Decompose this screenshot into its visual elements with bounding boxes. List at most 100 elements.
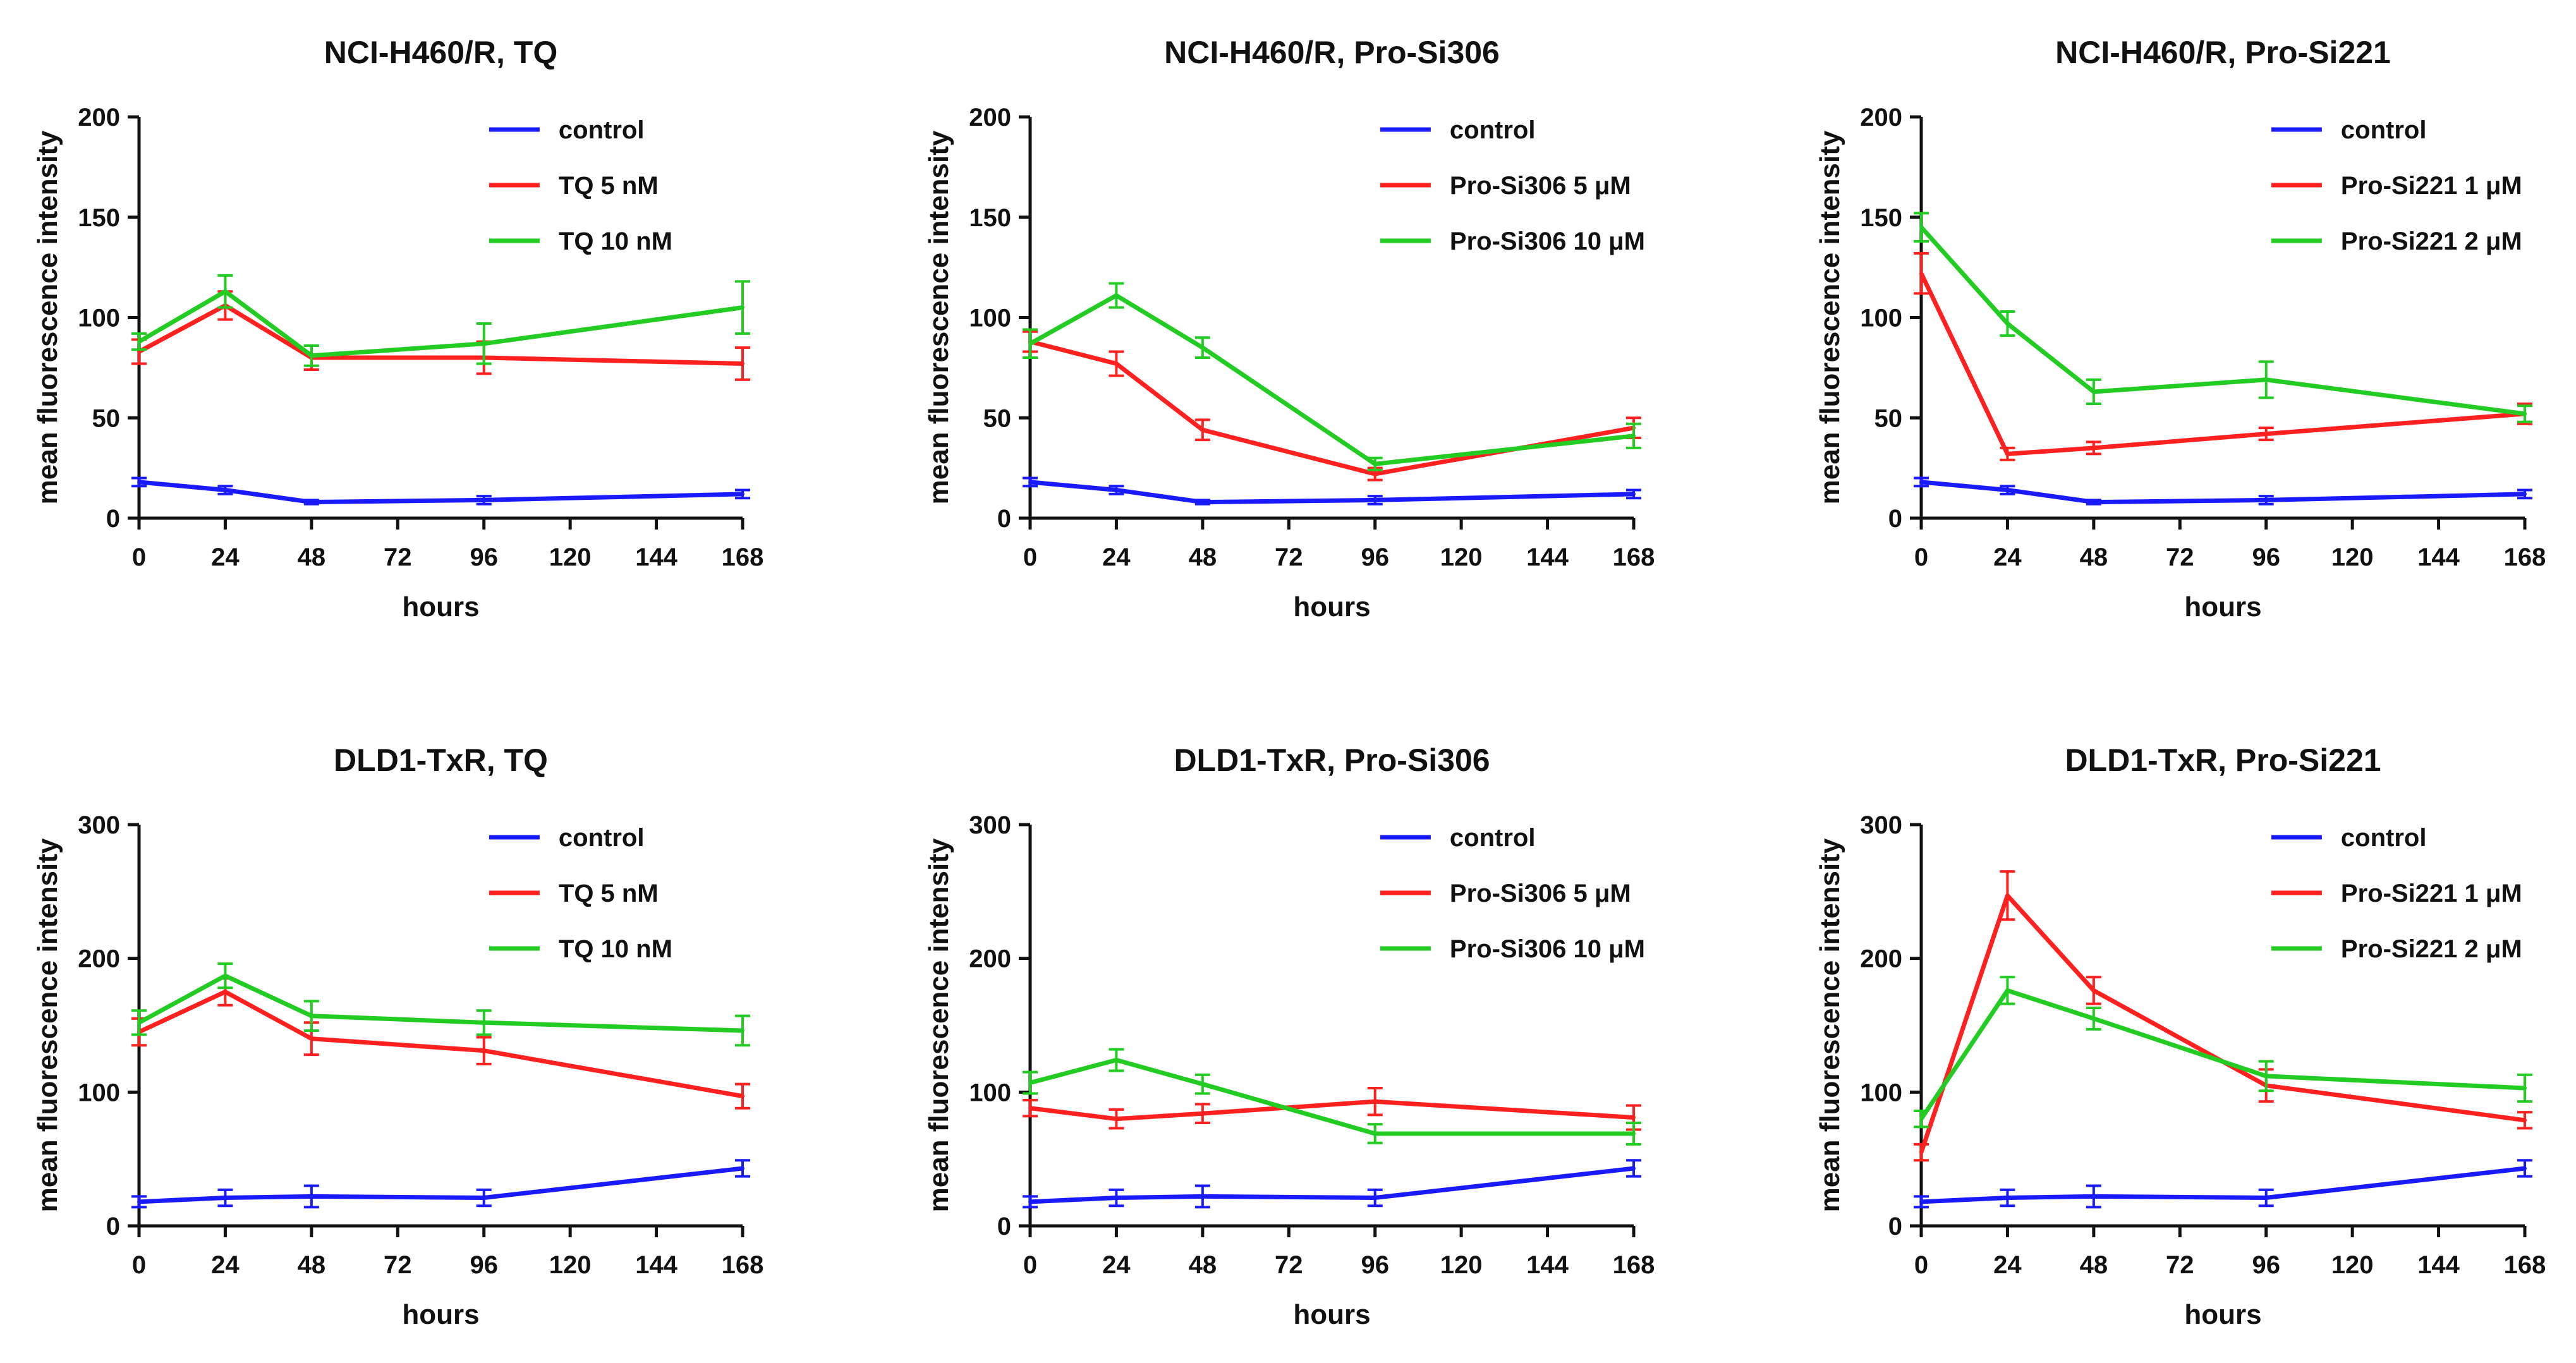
x-tick-label: 48 <box>298 1251 326 1279</box>
chart-panel-6: DLD1-TxR, Pro-Si221 0 100 200 300 0 24 48 72 96 12… <box>1814 742 2546 1330</box>
data-point <box>1028 1199 1032 1204</box>
chart-title: DLD1-TxR, TQ <box>334 742 548 778</box>
data-point <box>482 498 486 502</box>
y-tick-label: 300 <box>78 811 120 839</box>
data-point <box>482 1048 486 1053</box>
x-tick-label: 96 <box>470 543 498 571</box>
series-2 <box>1023 1086 1641 1131</box>
data-point <box>223 289 228 294</box>
data-point <box>137 1021 141 1025</box>
y-tick-label: 100 <box>1860 1079 1902 1106</box>
legend-item: control <box>1380 824 1536 852</box>
data-point <box>482 1196 486 1200</box>
data-point <box>1114 1058 1119 1062</box>
legend-item: TQ 10 nM <box>489 935 672 963</box>
x-tick-label: 144 <box>1526 543 1569 571</box>
data-point <box>2005 488 2010 492</box>
legend-label: control <box>1450 824 1536 852</box>
data-point <box>1028 1106 1032 1110</box>
data-point <box>1632 1166 1636 1170</box>
data-point <box>1919 480 1923 484</box>
data-point <box>2091 389 2096 394</box>
series-line <box>138 990 743 1099</box>
x-tick-label: 0 <box>132 543 146 571</box>
data-point <box>2264 498 2268 502</box>
y-tick-label: 100 <box>1860 305 1902 332</box>
data-point <box>1028 1081 1032 1085</box>
data-point <box>2264 1074 2268 1078</box>
legend-item: TQ 10 nM <box>489 227 672 255</box>
data-point <box>2005 988 2010 993</box>
legend-item: TQ 5 nM <box>489 172 659 200</box>
x-tick-label: 72 <box>2166 1251 2194 1279</box>
legend-label: Pro-Si221 1 μM <box>2341 172 2522 200</box>
legend-label: control <box>559 824 645 852</box>
y-tick-label: 50 <box>1874 404 1903 432</box>
data-point <box>1114 293 1119 298</box>
y-tick-label: 0 <box>1888 1213 1902 1240</box>
x-tick-label: 72 <box>384 543 412 571</box>
chart-title: NCI-H460/R, TQ <box>324 35 558 70</box>
y-axis-label: mean fluorescence intensity <box>1814 838 1845 1212</box>
data-point <box>1200 428 1205 432</box>
x-tick-label: 48 <box>2080 543 2108 571</box>
data-point <box>741 361 744 366</box>
x-tick-label: 72 <box>2166 543 2194 571</box>
data-point <box>1114 1196 1119 1200</box>
series-line <box>1030 1166 1634 1204</box>
x-tick-label: 144 <box>2417 543 2460 571</box>
x-tick-label: 0 <box>132 1251 146 1279</box>
series-1 <box>1023 1159 1641 1209</box>
data-point <box>1028 480 1032 484</box>
data-point <box>1373 1099 1377 1104</box>
x-tick-label: 96 <box>2252 1251 2280 1279</box>
y-axis-label: mean fluorescence intensity <box>923 838 954 1212</box>
chart-panel-5: DLD1-TxR, Pro-Si306 0 100 200 300 0 24 48 72 96 12… <box>923 742 1655 1330</box>
data-point <box>1114 488 1119 492</box>
y-tick-label: 100 <box>969 1079 1011 1106</box>
legend-item: control <box>1380 116 1535 144</box>
data-point <box>741 1094 744 1098</box>
legend-item: Pro-Si221 2 μM <box>2271 227 2522 255</box>
series-line <box>1029 293 1634 466</box>
legend-item: TQ 5 nM <box>489 880 659 907</box>
y-axis-label: mean fluorescence intensity <box>32 130 63 504</box>
data-point <box>309 1036 313 1041</box>
data-point <box>1028 341 1032 346</box>
series-2 <box>131 977 750 1110</box>
x-tick-label: 120 <box>549 543 592 571</box>
y-tick-label: 50 <box>92 404 121 432</box>
series-2 <box>1023 330 1641 482</box>
legend-label: Pro-Si306 10 μM <box>1450 935 1645 963</box>
x-tick-label: 24 <box>1102 1251 1131 1279</box>
series-line <box>138 973 743 1033</box>
data-point <box>1373 498 1377 502</box>
legend-item: control <box>2271 116 2426 144</box>
legend-item: Pro-Si306 10 μM <box>1380 935 1645 963</box>
x-tick-label: 120 <box>1440 543 1483 571</box>
legend-item: Pro-Si221 1 μM <box>2271 880 2522 907</box>
y-tick-label: 200 <box>969 945 1011 973</box>
data-point <box>2091 500 2096 504</box>
series-line <box>1921 1166 2525 1204</box>
x-tick-label: 120 <box>2331 543 2374 571</box>
data-point <box>2523 1166 2527 1170</box>
x-tick-label: 96 <box>470 1251 498 1279</box>
data-point <box>2264 377 2268 382</box>
x-tick-label: 144 <box>1526 1251 1569 1279</box>
y-tick-label: 300 <box>969 811 1011 839</box>
chart-panel-3: NCI-H460/R, Pro-Si221 0 50 100 150 200 0 24 48 72… <box>1814 35 2546 622</box>
chart-panel-2: NCI-H460/R, Pro-Si306 0 50 100 150 200 0 24 48 72… <box>923 35 1655 622</box>
data-point <box>741 492 744 496</box>
y-tick-label: 0 <box>106 1213 120 1240</box>
y-axis-label: mean fluorescence intensity <box>32 838 63 1212</box>
legend-item: Pro-Si306 5 μM <box>1380 172 1631 200</box>
data-point <box>2091 1016 2096 1021</box>
data-point <box>223 974 228 978</box>
data-point <box>482 1021 486 1025</box>
data-point <box>1373 1196 1377 1200</box>
x-axis-label: hours <box>402 1299 479 1330</box>
x-tick-label: 144 <box>635 1251 677 1279</box>
series-line <box>138 1166 743 1204</box>
